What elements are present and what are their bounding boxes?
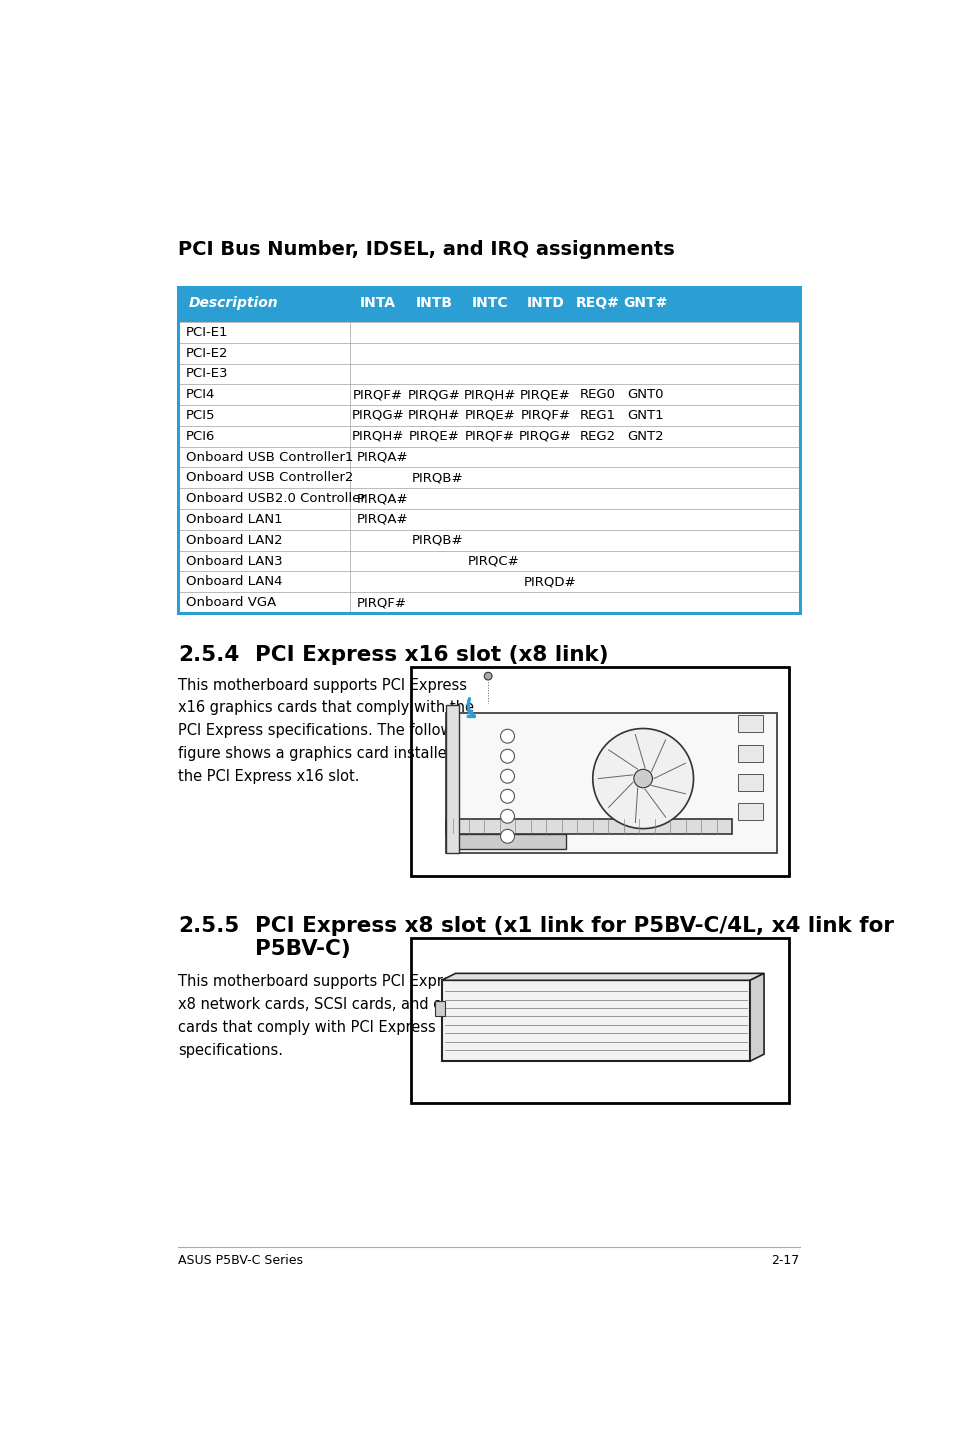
Text: Description: Description (189, 296, 278, 311)
Text: PIRQA#: PIRQA# (356, 513, 408, 526)
Text: 2-17: 2-17 (771, 1254, 799, 1267)
Text: GNT#: GNT# (622, 296, 667, 311)
Text: PIRQE#: PIRQE# (464, 408, 515, 421)
Circle shape (500, 729, 514, 743)
Polygon shape (441, 981, 749, 1061)
Circle shape (500, 810, 514, 823)
Text: PCI Bus Number, IDSEL, and IRQ assignments: PCI Bus Number, IDSEL, and IRQ assignmen… (178, 240, 674, 259)
Text: PCI Express x8 slot (x1 link for P5BV-C/4L, x4 link for: PCI Express x8 slot (x1 link for P5BV-C/… (254, 916, 893, 936)
Text: PIRQF#: PIRQF# (464, 430, 515, 443)
Text: PIRQF#: PIRQF# (353, 388, 403, 401)
Text: PIRQD#: PIRQD# (523, 575, 576, 588)
Text: PIRQA#: PIRQA# (356, 492, 408, 505)
Text: INTB: INTB (415, 296, 452, 311)
Text: GNT0: GNT0 (626, 388, 663, 401)
Text: PIRQG#: PIRQG# (352, 408, 404, 421)
Bar (445, 713, 777, 853)
Text: PCI-E3: PCI-E3 (186, 368, 228, 381)
Circle shape (500, 749, 514, 764)
Text: INTC: INTC (471, 296, 508, 311)
Circle shape (500, 830, 514, 843)
Polygon shape (445, 818, 732, 834)
Text: Onboard LAN3: Onboard LAN3 (186, 555, 282, 568)
Text: Onboard LAN1: Onboard LAN1 (186, 513, 282, 526)
Text: PIRQE#: PIRQE# (519, 388, 570, 401)
Text: PIRQA#: PIRQA# (356, 450, 408, 463)
Bar (435, 1001, 444, 1017)
Text: Onboard USB Controller2: Onboard USB Controller2 (186, 472, 353, 485)
Polygon shape (749, 974, 763, 1061)
Text: INTD: INTD (526, 296, 564, 311)
Text: Onboard VGA: Onboard VGA (186, 597, 275, 610)
Circle shape (500, 789, 514, 804)
Text: 2.5.5: 2.5.5 (178, 916, 239, 936)
Bar (445, 706, 459, 853)
Text: Onboard LAN2: Onboard LAN2 (186, 533, 282, 546)
Text: GNT2: GNT2 (626, 430, 663, 443)
Text: PCI-E1: PCI-E1 (186, 326, 228, 339)
Text: P5BV-C): P5BV-C) (254, 939, 351, 959)
Bar (738, 716, 762, 732)
Bar (178, 286, 799, 613)
Polygon shape (445, 834, 565, 850)
Polygon shape (441, 974, 763, 981)
Bar (410, 667, 788, 876)
Circle shape (484, 673, 492, 680)
Text: PIRQH#: PIRQH# (463, 388, 516, 401)
Bar (738, 774, 762, 791)
Circle shape (500, 769, 514, 784)
Text: PCI4: PCI4 (186, 388, 215, 401)
Text: PIRQF#: PIRQF# (356, 597, 406, 610)
Text: This motherboard supports PCI Express
x8 network cards, SCSI cards, and other
ca: This motherboard supports PCI Express x8… (178, 974, 473, 1057)
Text: PIRQF#: PIRQF# (520, 408, 570, 421)
Circle shape (592, 729, 693, 828)
Text: PIRQE#: PIRQE# (408, 430, 458, 443)
Bar (178, 286, 799, 322)
Text: REG1: REG1 (578, 408, 615, 421)
Text: PIRQH#: PIRQH# (352, 430, 404, 443)
Bar (738, 745, 762, 762)
Text: PCI Express x16 slot (x8 link): PCI Express x16 slot (x8 link) (254, 646, 608, 666)
Text: This motherboard supports PCI Express
x16 graphics cards that comply with the
PC: This motherboard supports PCI Express x1… (178, 677, 478, 784)
Text: PCI6: PCI6 (186, 430, 215, 443)
Text: PIRQB#: PIRQB# (412, 472, 463, 485)
Bar (738, 804, 762, 820)
Text: Onboard USB2.0 Controller: Onboard USB2.0 Controller (186, 492, 365, 505)
Text: PIRQC#: PIRQC# (468, 555, 519, 568)
Text: PIRQG#: PIRQG# (518, 430, 571, 443)
Text: PCI-E2: PCI-E2 (186, 347, 228, 360)
Text: ASUS P5BV-C Series: ASUS P5BV-C Series (178, 1254, 303, 1267)
Text: Onboard USB Controller1: Onboard USB Controller1 (186, 450, 353, 463)
Text: PIRQG#: PIRQG# (407, 388, 459, 401)
Text: GNT1: GNT1 (626, 408, 663, 421)
Text: REG0: REG0 (578, 388, 615, 401)
Bar (410, 938, 788, 1103)
Text: PIRQB#: PIRQB# (412, 533, 463, 546)
Text: PIRQH#: PIRQH# (407, 408, 459, 421)
Text: Onboard LAN4: Onboard LAN4 (186, 575, 282, 588)
Text: 2.5.4: 2.5.4 (178, 646, 239, 666)
Text: PCI5: PCI5 (186, 408, 215, 421)
Text: INTA: INTA (359, 296, 395, 311)
Text: REG2: REG2 (578, 430, 615, 443)
Circle shape (633, 769, 652, 788)
Text: REQ#: REQ# (575, 296, 618, 311)
